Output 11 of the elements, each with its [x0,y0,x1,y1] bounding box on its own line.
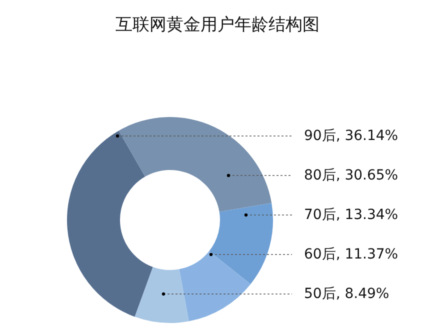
slice-label: 90后, 36.14% [304,128,398,144]
slice-label: 80后, 30.65% [304,168,398,184]
chart-title: 互联网黄金用户年龄结构图 [116,15,320,35]
donut-slice [209,202,273,284]
slice-label: 70后, 13.34% [304,207,398,223]
slice-label: 50后, 8.49% [304,286,390,302]
donut-slice [134,266,189,323]
donut-slice [67,130,153,317]
donut-slice [118,117,272,212]
donut-slice [179,251,251,322]
slice-label: 60后, 11.37% [304,246,398,262]
